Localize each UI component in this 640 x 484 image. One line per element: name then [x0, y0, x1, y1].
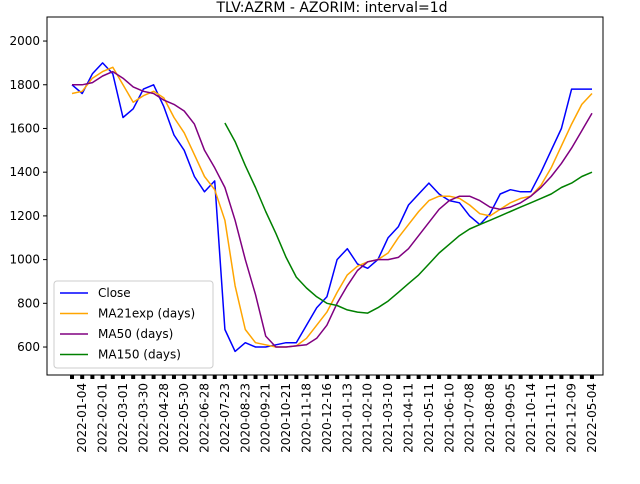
- x-tick-label: 2022-05-04: [585, 383, 599, 453]
- series-line: [71, 66, 593, 348]
- x-tick-label: 2021-06-10: [442, 383, 456, 453]
- x-tick-label: 2022-03-30: [136, 383, 150, 453]
- x-tick-label: 2021-07-08: [463, 383, 477, 453]
- x-tick-label: 2020-09-21: [259, 383, 273, 453]
- y-tick-label: 1400: [9, 165, 40, 179]
- legend-box: [53, 280, 214, 369]
- chart-title: TLV:AZRM - AZORIM: interval=1d: [215, 0, 447, 16]
- legend-label: MA50 (days): [98, 327, 173, 341]
- series-line: [224, 122, 593, 314]
- x-tick-label: 2022-04-28: [157, 383, 171, 453]
- x-tick-label: 2021-09-05: [503, 383, 517, 453]
- x-tick-label: 2022-06-28: [198, 383, 212, 453]
- x-tick-label: 2020-08-23: [238, 383, 252, 453]
- x-tick-label: 2022-03-01: [116, 383, 130, 453]
- x-tick-label: 2021-11-11: [544, 383, 558, 453]
- x-tick-label: 2020-10-21: [279, 383, 293, 453]
- y-tick-label: 1200: [9, 209, 40, 223]
- legend-label: Close: [98, 286, 131, 300]
- x-tick-label: 2021-08-08: [483, 383, 497, 453]
- plot-frame: [46, 16, 604, 376]
- x-tick-label: 2021-10-14: [524, 383, 538, 453]
- x-tick-label: 2020-12-16: [320, 383, 334, 453]
- y-tick-label: 2000: [9, 34, 40, 48]
- y-tick-label: 1600: [9, 121, 40, 135]
- legend-label: MA21exp (days): [98, 307, 195, 321]
- y-tick-label: 1000: [9, 253, 40, 267]
- x-tick-label: 2021-12-09: [565, 383, 579, 453]
- x-tick-label: 2021-05-11: [422, 383, 436, 453]
- x-tick-label: 2021-02-10: [361, 383, 375, 453]
- x-tick-label: 2022-05-30: [177, 383, 191, 453]
- x-tick-label: 2021-04-11: [401, 383, 415, 453]
- x-tick-label: 2022-07-23: [218, 383, 232, 453]
- x-tick-label: 2020-11-18: [300, 383, 314, 453]
- series-line: [71, 62, 592, 353]
- x-tick-label: 2021-01-13: [340, 383, 354, 453]
- y-tick-label: 600: [17, 340, 40, 354]
- x-tick-label: 2022-02-01: [96, 383, 110, 453]
- legend: Close MA21exp (days) MA50 (days) MA150 (day…: [53, 280, 214, 369]
- y-tick-label: 800: [17, 296, 40, 310]
- x-tick-label: 2021-03-10: [381, 383, 395, 453]
- y-tick-label: 1800: [9, 78, 40, 92]
- x-tick-label: 2022-01-04: [75, 383, 89, 453]
- series-line: [72, 70, 593, 348]
- legend-label: MA150 (days): [98, 348, 181, 362]
